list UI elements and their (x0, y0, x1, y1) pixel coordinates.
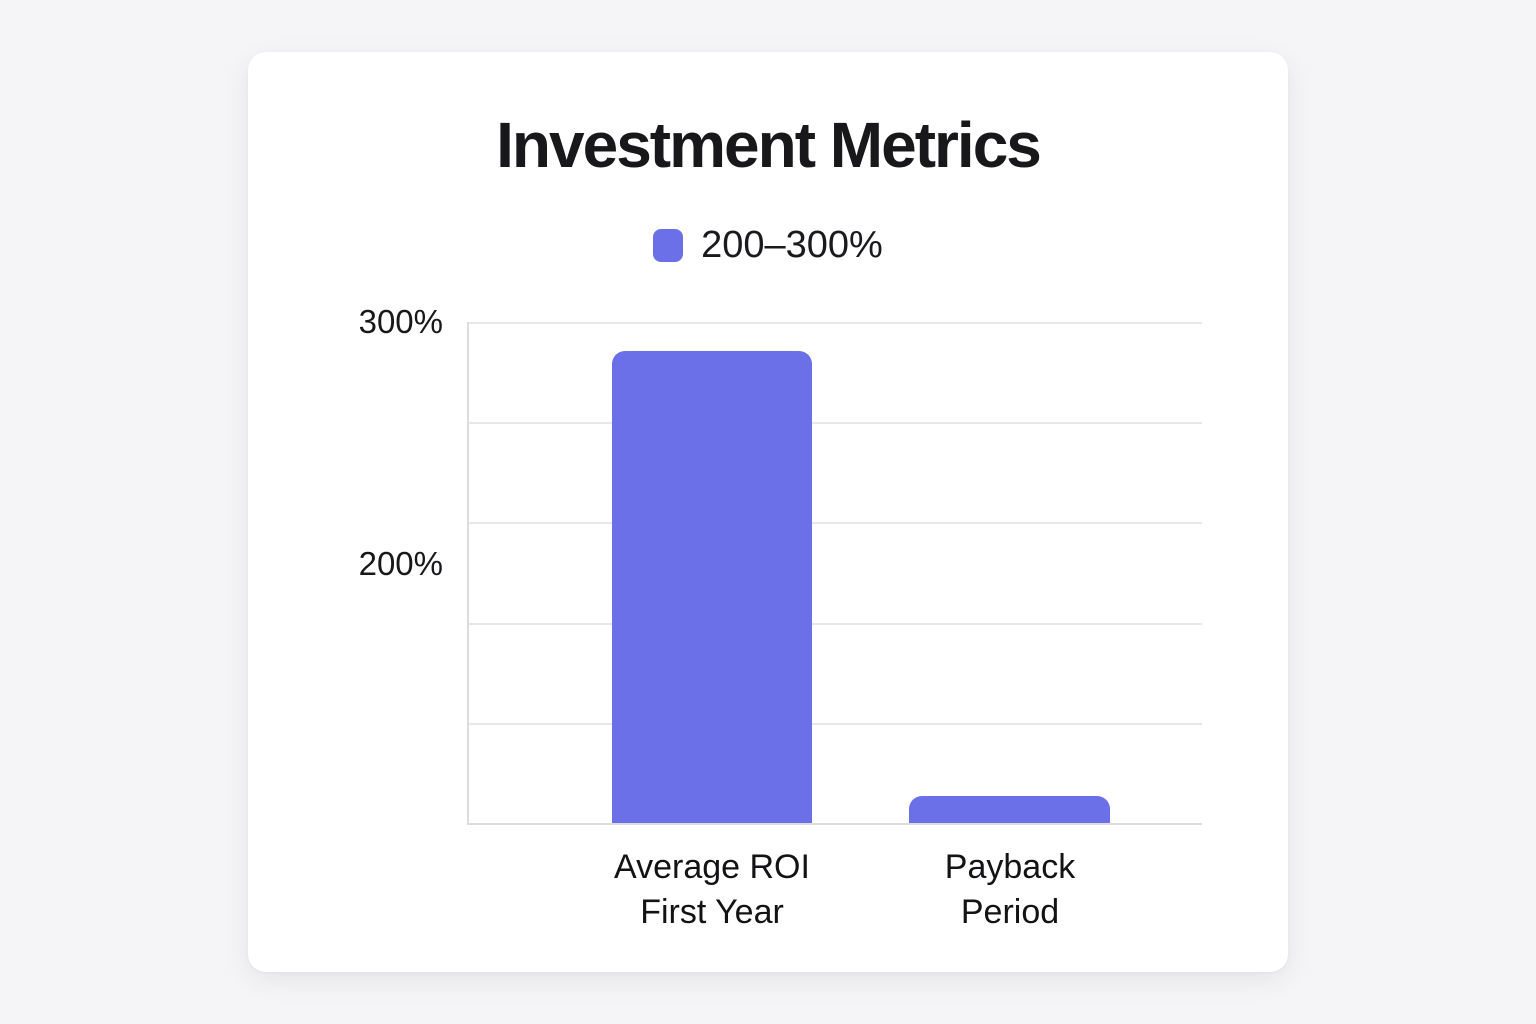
gridline (467, 322, 1202, 324)
chart-card: Investment Metrics 200–300% 300% 200% Ave… (248, 52, 1288, 972)
x-axis-line (467, 823, 1202, 825)
gridline (467, 722, 1202, 725)
x-tick-label-line: Average ROI (614, 848, 810, 886)
x-tick-label: Average ROI First Year (542, 845, 882, 935)
legend: 200–300% (248, 224, 1288, 266)
y-axis-line (467, 322, 469, 823)
x-tick-label-line: First Year (640, 893, 784, 931)
x-tick-label-line: Payback (944, 848, 1076, 886)
y-tick-label: 200% (358, 545, 443, 583)
y-tick-label: 300% (358, 303, 443, 340)
gridline (467, 622, 1202, 625)
bar-average-roi-first-year[interactable] (612, 351, 812, 823)
chart-title: Investment Metrics (496, 109, 1042, 181)
bar-payback-period[interactable] (909, 796, 1110, 823)
x-tick-label-line: Period (960, 893, 1060, 931)
legend-swatch-icon[interactable] (653, 228, 684, 262)
x-tick-label: Payback Period (840, 845, 1180, 935)
gridline (467, 422, 1202, 425)
plot-area: 300% 200% Average ROI First Year Payback Per… (359, 303, 1202, 931)
legend-label[interactable]: 200–300% (701, 223, 883, 266)
gridline (467, 522, 1202, 525)
